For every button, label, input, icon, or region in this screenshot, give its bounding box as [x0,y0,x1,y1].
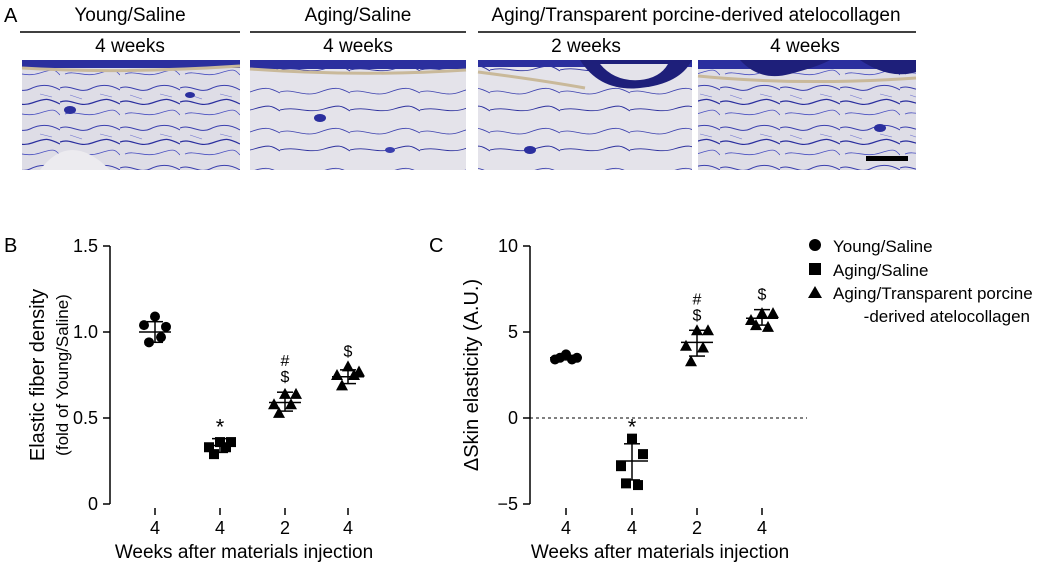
x-tick-label: 4 [343,518,353,538]
data-point [691,324,703,336]
data-point [221,442,231,453]
panel-b: B Elastic fiber density (fold of Young/S… [4,235,373,563]
y-tick-label: 0.5 [73,408,98,428]
data-point [633,480,643,491]
significance-mark: * [216,415,225,440]
y-tick-label: 0 [88,494,98,514]
data-point [627,433,637,444]
micrograph-atelocollagen-4wk [697,60,917,170]
data-point [331,369,343,380]
panel-b-ylabel-line2: (fold of Young/Saline) [53,294,72,456]
data-point [139,320,149,331]
x-tick-label: 2 [280,518,290,538]
panel-b-letter: B [4,235,17,257]
panel-b-ylabel-line1: Elastic fiber density [27,289,49,461]
data-point [150,311,160,322]
group-title-aging-saline: Aging/Saline [305,5,412,26]
x-tick-label: 4 [215,518,225,538]
legend: Young/Saline Aging/Saline Aging/Transpar… [808,237,1033,326]
data-point [756,307,768,319]
data-point [226,437,236,448]
scale-bar [866,156,908,161]
significance-mark: * [628,415,637,440]
x-tick-label: 4 [627,518,637,538]
significance-mark: # [693,291,702,308]
panel-c: C ΔSkin elasticity (A.U.) Weeks after ma… [429,235,807,563]
subtitle-atelocollagen-4wk: 4 weeks [770,36,840,57]
data-point [342,360,354,372]
data-point [204,442,214,453]
subtitle-young-saline-4wk: 4 weeks [95,36,165,57]
subtitle-atelocollagen-2wk: 2 weeks [551,36,621,57]
group-title-young-saline: Young/Saline [74,5,185,26]
data-point [209,449,219,460]
y-tick-label: 10 [498,236,518,256]
legend-circle-marker [809,239,821,251]
y-tick-label: 1.0 [73,322,98,342]
data-point [745,313,757,325]
legend-square-marker [809,263,821,275]
data-point [555,352,565,363]
x-tick-label: 2 [692,518,702,538]
panel-a-letter: A [4,5,18,27]
panel-c-xlabel: Weeks after materials injection [531,542,789,563]
data-point [767,307,779,319]
significance-mark: $ [758,287,767,304]
x-tick-label: 4 [150,518,160,538]
significance-mark: $ [344,343,353,360]
significance-mark: $ [693,307,702,324]
data-point [621,478,631,489]
data-point [702,324,714,336]
group-title-aging-atelocollagen: Aging/Transparent porcine-derived ateloc… [491,5,900,26]
panel-a: A Young/Saline 4 weeks Aging/Saline 4 we… [4,5,917,170]
panel-c-ylabel: ΔSkin elasticity (A.U.) [461,279,483,471]
panel-c-letter: C [429,235,443,257]
micrograph-aging-saline [249,60,467,170]
data-point [680,339,692,351]
panel-b-xlabel: Weeks after materials injection [115,542,373,563]
data-point [290,387,302,399]
data-point [268,398,280,410]
micrograph-atelocollagen-2wk [477,60,692,170]
data-point [685,355,697,367]
data-point [285,398,297,410]
x-tick-label: 4 [757,518,767,538]
legend-label-atelocollagen-line2: -derived atelocollagen [864,307,1030,326]
legend-label-aging-saline: Aging/Saline [833,261,928,280]
y-tick-label: 1.5 [73,236,98,256]
x-tick-label: 4 [561,518,571,538]
data-point [215,437,225,448]
data-point [638,449,648,460]
data-point [697,341,709,353]
legend-label-atelocollagen-line1: Aging/Transparent porcine [833,284,1033,303]
data-point [348,369,360,380]
subtitle-aging-saline-4wk: 4 weeks [323,36,393,57]
y-tick-label: 0 [508,408,518,428]
legend-triangle-marker [808,286,822,298]
data-point [762,320,774,332]
data-point [279,387,291,399]
significance-mark: # [281,353,290,370]
significance-mark: $ [281,369,290,386]
micrograph-young-saline [21,60,241,170]
data-point [161,321,171,332]
data-point [144,337,154,348]
data-point [567,354,577,365]
data-point [750,319,762,331]
data-point [336,379,348,391]
legend-label-young-saline: Young/Saline [833,237,933,256]
y-tick-label: 5 [508,322,518,342]
data-point [616,461,626,472]
data-point [273,406,285,418]
y-tick-label: −5 [497,494,518,514]
data-point [156,332,166,343]
